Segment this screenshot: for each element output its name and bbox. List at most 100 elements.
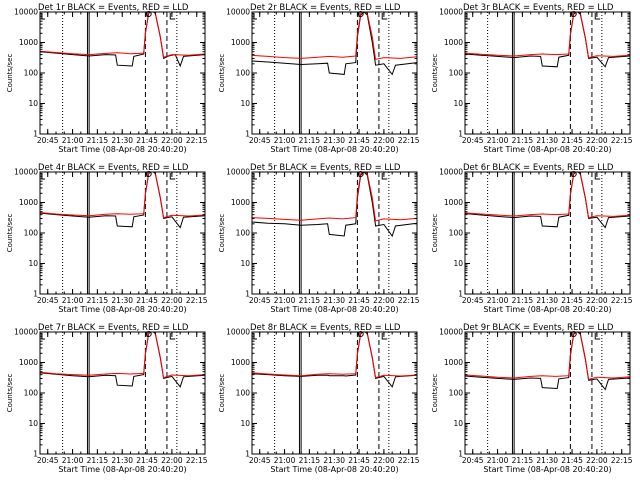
x-tick-label: 22:15 xyxy=(398,296,420,305)
lld-series-line xyxy=(40,332,205,379)
y-axis-label: Counts/sec xyxy=(431,374,439,413)
x-tick-label: 21:45 xyxy=(561,296,583,305)
y-tick-label: 100 xyxy=(24,69,39,78)
x-tick-label: 21:00 xyxy=(487,296,509,305)
x-tick-label: 21:15 xyxy=(299,296,321,305)
y-axis-label: Counts/sec xyxy=(218,214,226,253)
plot-title: Det 4r BLACK = Events, RED = LLD xyxy=(38,163,189,173)
flag-marker xyxy=(466,13,470,20)
y-tick-label: 1 xyxy=(245,290,250,299)
flag-marker xyxy=(253,173,257,180)
y-tick-label: 1 xyxy=(458,450,463,459)
events-series-line xyxy=(252,172,417,238)
y-tick-label: 10 xyxy=(240,99,250,108)
x-tick-label: 21:45 xyxy=(348,456,370,465)
y-tick-label: 10000 xyxy=(226,328,250,337)
y-tick-label: 1000 xyxy=(231,38,250,47)
x-axis-label: Start Time (08-Apr-08 20:40:20) xyxy=(483,145,611,154)
y-tick-label: 1000 xyxy=(19,358,38,367)
x-tick-label: 20:45 xyxy=(37,136,59,145)
events-series-line xyxy=(465,172,630,229)
y-tick-label: 100 xyxy=(449,389,464,398)
y-tick-label: 10 xyxy=(453,419,463,428)
x-tick-label: 21:00 xyxy=(487,136,509,145)
x-tick-label: 21:30 xyxy=(323,296,345,305)
flag-marker xyxy=(253,13,257,20)
x-tick-label: 21:15 xyxy=(87,296,109,305)
x-axis-label: Start Time (08-Apr-08 20:40:20) xyxy=(270,465,398,474)
x-tick-label: 20:45 xyxy=(462,456,484,465)
plot-frame xyxy=(251,331,418,455)
lld-series-line xyxy=(465,332,630,381)
plot-title: Det 2r BLACK = Events, RED = LLD xyxy=(250,3,401,13)
plot-title: Det 8r BLACK = Events, RED = LLD xyxy=(250,323,401,333)
x-tick-label: 22:00 xyxy=(586,136,608,145)
x-tick-label: 22:15 xyxy=(186,136,208,145)
events-series-line xyxy=(252,12,417,76)
x-tick-label: 22:00 xyxy=(161,296,183,305)
x-axis-label: Start Time (08-Apr-08 20:40:20) xyxy=(58,145,186,154)
lld-series-line xyxy=(465,12,630,59)
y-axis-label: Counts/sec xyxy=(218,54,226,93)
flag-marker xyxy=(41,173,45,180)
x-tick-label: 22:00 xyxy=(373,136,395,145)
y-tick-label: 1 xyxy=(33,450,38,459)
x-tick-label: 21:30 xyxy=(323,456,345,465)
subplot-det-5: Det 5r BLACK = Events, RED = LLD 1 10 100 10… xyxy=(218,163,420,314)
x-tick-label: 21:30 xyxy=(111,136,133,145)
y-tick-label: 100 xyxy=(24,229,39,238)
x-tick-label: 21:15 xyxy=(512,136,534,145)
x-axis-label: Start Time (08-Apr-08 20:40:20) xyxy=(483,305,611,314)
y-tick-label: 10 xyxy=(28,419,38,428)
lld-series-line xyxy=(252,12,417,61)
events-series-line xyxy=(40,332,205,388)
y-tick-label: 1000 xyxy=(444,38,463,47)
x-tick-label: 22:00 xyxy=(161,136,183,145)
x-tick-label: 21:15 xyxy=(299,136,321,145)
lld-series-line xyxy=(40,12,205,58)
y-tick-label: 10000 xyxy=(226,168,250,177)
x-tick-label: 22:15 xyxy=(398,456,420,465)
x-tick-label: 22:15 xyxy=(611,456,633,465)
y-tick-label: 1000 xyxy=(231,198,250,207)
y-tick-label: 10 xyxy=(240,259,250,268)
lld-series-line xyxy=(252,332,417,379)
x-tick-label: 21:15 xyxy=(512,296,534,305)
y-tick-label: 1 xyxy=(458,290,463,299)
events-series-line xyxy=(465,332,630,391)
x-tick-label: 21:15 xyxy=(87,456,109,465)
plot-title: Det 9r BLACK = Events, RED = LLD xyxy=(463,323,614,333)
flag-marker xyxy=(169,13,176,20)
x-tick-label: 22:15 xyxy=(398,136,420,145)
y-tick-label: 1000 xyxy=(231,358,250,367)
x-tick-label: 22:00 xyxy=(586,296,608,305)
x-axis-label: Start Time (08-Apr-08 20:40:20) xyxy=(58,305,186,314)
x-axis-label: Start Time (08-Apr-08 20:40:20) xyxy=(270,305,398,314)
y-tick-label: 100 xyxy=(236,389,251,398)
flag-marker xyxy=(594,173,601,180)
x-tick-label: 20:45 xyxy=(462,136,484,145)
lld-series-line xyxy=(252,172,417,222)
x-tick-label: 21:30 xyxy=(536,136,558,145)
y-axis-label: Counts/sec xyxy=(218,374,226,413)
y-tick-label: 1 xyxy=(33,290,38,299)
plot-title: Det 1r BLACK = Events, RED = LLD xyxy=(38,3,189,13)
x-tick-label: 22:15 xyxy=(186,456,208,465)
flag-marker xyxy=(253,333,257,340)
x-tick-label: 21:45 xyxy=(348,296,370,305)
y-tick-label: 10000 xyxy=(439,8,463,17)
x-tick-label: 20:45 xyxy=(462,296,484,305)
flag-marker xyxy=(169,333,176,340)
y-tick-label: 1 xyxy=(33,130,38,139)
x-tick-label: 20:45 xyxy=(249,296,271,305)
x-tick-label: 21:30 xyxy=(536,296,558,305)
x-tick-label: 22:00 xyxy=(373,296,395,305)
x-tick-label: 21:30 xyxy=(111,456,133,465)
y-axis-label: Counts/sec xyxy=(6,374,14,413)
y-tick-label: 10 xyxy=(453,99,463,108)
subplot-det-4: Det 4r BLACK = Events, RED = LLD 1 10 100 10… xyxy=(6,163,208,314)
y-tick-label: 10 xyxy=(28,259,38,268)
plot-title: Det 5r BLACK = Events, RED = LLD xyxy=(250,163,401,173)
x-tick-label: 21:15 xyxy=(299,456,321,465)
x-axis-label: Start Time (08-Apr-08 20:40:20) xyxy=(58,465,186,474)
